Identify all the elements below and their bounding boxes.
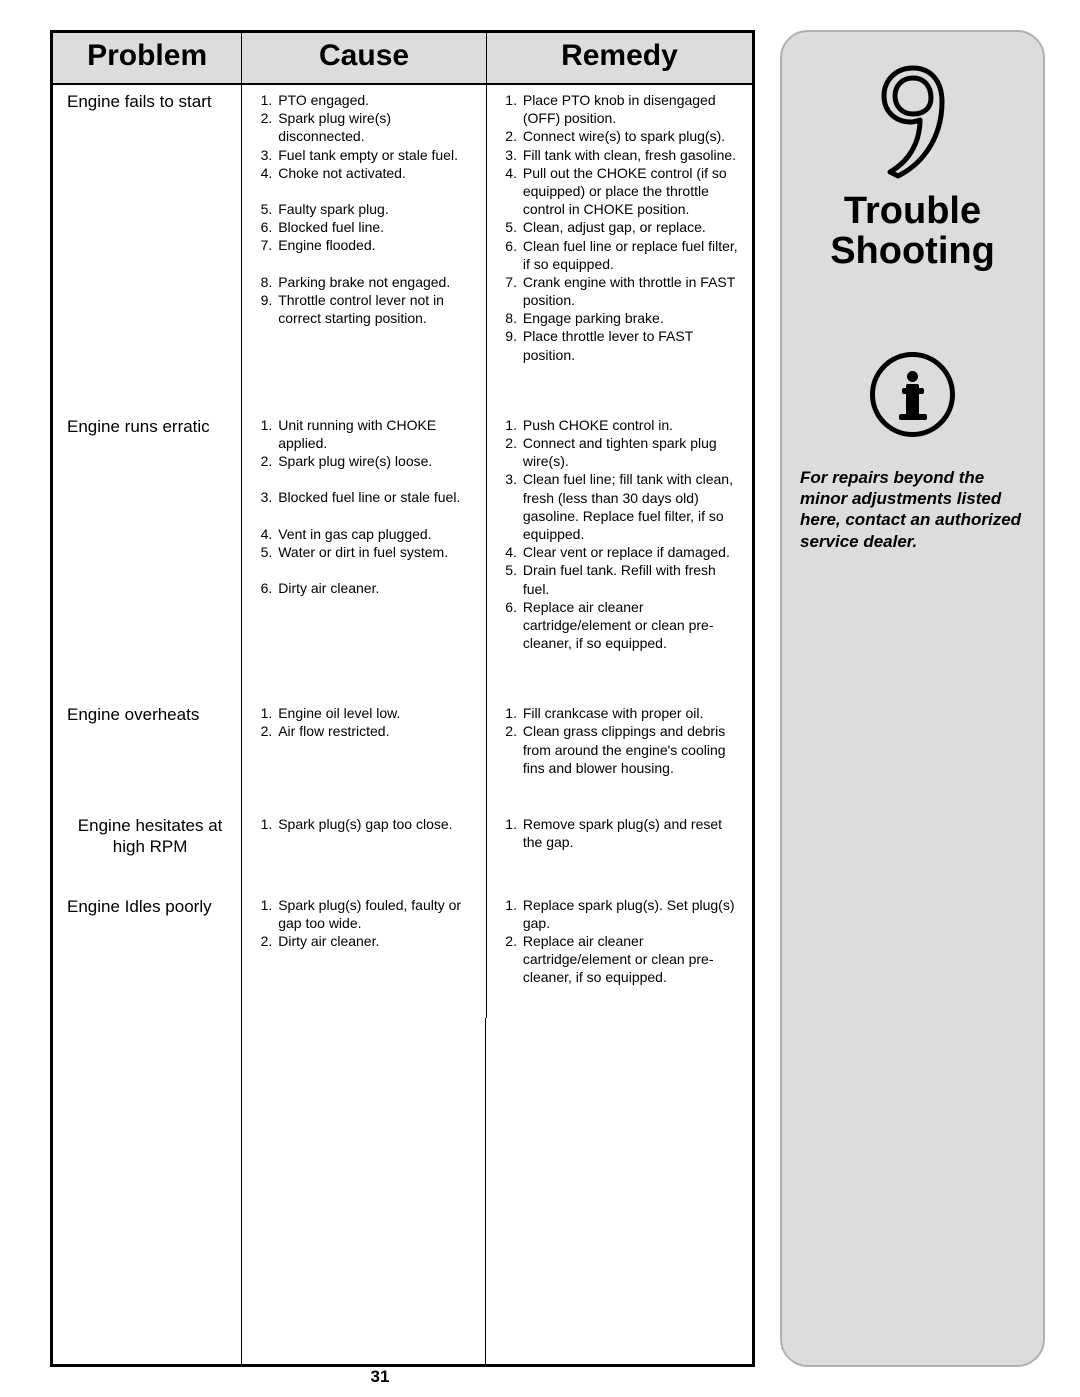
table-row: Engine Idles poorly Spark plug(s) fouled,… [53,890,752,991]
problem-cell: Engine overheats [53,698,242,781]
cause-item: Air flow restricted. [276,722,478,740]
cause-cell: Engine oil level low.Air flow restricted… [242,698,487,781]
cause-list: Unit running with CHOKE applied.Spark pl… [250,416,478,597]
cause-list: Spark plug(s) fouled, faulty or gap too … [250,896,478,951]
header-problem: Problem [53,33,242,84]
chapter-sidebar: Trouble Shooting For repairs beyond the … [780,30,1045,1367]
table-row: Engine hesitates athigh RPM Spark plug(s)… [53,809,752,862]
cause-cell: Spark plug(s) gap too close. [242,809,487,862]
cause-item: Faulty spark plug. [276,200,478,218]
chapter-title-line2: Shooting [830,232,995,272]
remedy-item: Replace spark plug(s). Set plug(s) gap. [521,896,744,932]
cause-item: Spark plug(s) gap too close. [276,815,478,833]
remedy-item: Fill tank with clean, fresh gasoline. [521,146,744,164]
problem-text: Engine hesitates athigh RPM [78,816,223,856]
chapter-number-icon [868,62,958,182]
service-dealer-note: For repairs beyond the minor adjustments… [800,467,1025,552]
remedy-item: Connect and tighten spark plug wire(s). [521,434,744,470]
remedy-item: Place PTO knob in disengaged (OFF) posit… [521,91,744,127]
remedy-list: Replace spark plug(s). Set plug(s) gap.R… [495,896,744,987]
remedy-cell: Place PTO knob in disengaged (OFF) posit… [486,84,752,368]
cause-cell: PTO engaged.Spark plug wire(s) disconnec… [242,84,487,368]
remedy-cell: Remove spark plug(s) and reset the gap. [486,809,752,862]
remedy-cell: Push CHOKE control in.Connect and tighte… [486,410,752,656]
problem-cell: Engine fails to start [53,84,242,368]
remedy-cell: Fill crankcase with proper oil.Clean gra… [486,698,752,781]
chapter-title: Trouble Shooting [830,192,995,272]
problem-cell: Engine Idles poorly [53,890,242,991]
remedy-item: Fill crankcase with proper oil. [521,704,744,722]
cause-item: Dirty air cleaner. [276,579,478,597]
cause-item: Throttle control lever not in correct st… [276,291,478,327]
header-cause: Cause [242,33,487,84]
remedy-list: Place PTO knob in disengaged (OFF) posit… [495,91,744,364]
troubleshooting-table: Problem Cause Remedy Engine fails to sta… [53,33,752,1018]
page-number: 31 [0,1367,760,1387]
remedy-item: Replace air cleaner cartridge/element or… [521,932,744,987]
cause-item: PTO engaged. [276,91,478,109]
cause-item: Choke not activated. [276,164,478,182]
remedy-item: Push CHOKE control in. [521,416,744,434]
cause-cell: Unit running with CHOKE applied.Spark pl… [242,410,487,656]
cause-item: Unit running with CHOKE applied. [276,416,478,452]
remedy-list: Remove spark plug(s) and reset the gap. [495,815,744,851]
table-row: Engine fails to startPTO engaged.Spark p… [53,84,752,368]
cause-item: Water or dirt in fuel system. [276,543,478,561]
remedy-item: Clear vent or replace if damaged. [521,543,744,561]
remedy-item: Clean fuel line or replace fuel filter, … [521,237,744,273]
spacer-row [53,990,752,1018]
cause-list: Engine oil level low.Air flow restricted… [250,704,478,740]
header-remedy: Remedy [486,33,752,84]
cause-item: Dirty air cleaner. [276,932,478,950]
cause-item: Blocked fuel line. [276,218,478,236]
cause-item: Spark plug wire(s) loose. [276,452,478,470]
table-empty-space [53,1018,752,1364]
table-row: Engine runs erraticUnit running with CHO… [53,410,752,656]
spacer-row [53,781,752,809]
spacer-row [53,862,752,890]
cause-item: Spark plug(s) fouled, faulty or gap too … [276,896,478,932]
chapter-title-line1: Trouble [830,192,995,232]
troubleshooting-table-container: Problem Cause Remedy Engine fails to sta… [50,30,755,1367]
remedy-item: Place throttle lever to FAST position. [521,327,744,363]
cause-item: Spark plug wire(s) disconnected. [276,109,478,145]
cause-item: Vent in gas cap plugged. [276,525,478,543]
cause-list: Spark plug(s) gap too close. [250,815,478,833]
remedy-item: Clean grass clippings and debris from ar… [521,722,744,777]
cause-item: Blocked fuel line or stale fuel. [276,488,478,506]
remedy-cell: Replace spark plug(s). Set plug(s) gap.R… [486,890,752,991]
spacer-row [53,656,752,698]
remedy-item: Crank engine with throttle in FAST posit… [521,273,744,309]
cause-item: Fuel tank empty or stale fuel. [276,146,478,164]
remedy-item: Engage parking brake. [521,309,744,327]
remedy-item: Drain fuel tank. Refill with fresh fuel. [521,561,744,597]
remedy-list: Push CHOKE control in.Connect and tighte… [495,416,744,652]
remedy-item: Clean, adjust gap, or replace. [521,218,744,236]
cause-list: PTO engaged.Spark plug wire(s) disconnec… [250,91,478,327]
cause-item: Engine flooded. [276,236,478,254]
cause-item: Engine oil level low. [276,704,478,722]
remedy-item: Connect wire(s) to spark plug(s). [521,127,744,145]
remedy-list: Fill crankcase with proper oil.Clean gra… [495,704,744,777]
spacer-row [53,368,752,410]
problem-cell: Engine runs erratic [53,410,242,656]
remedy-item: Clean fuel line; fill tank with clean, f… [521,470,744,543]
remedy-item: Pull out the CHOKE control (if so equipp… [521,164,744,219]
remedy-item: Replace air cleaner cartridge/element or… [521,598,744,653]
table-row: Engine overheatsEngine oil level low.Air… [53,698,752,781]
cause-cell: Spark plug(s) fouled, faulty or gap too … [242,890,487,991]
info-icon [870,352,955,437]
problem-cell: Engine hesitates athigh RPM [53,809,242,862]
cause-item: Parking brake not engaged. [276,273,478,291]
remedy-item: Remove spark plug(s) and reset the gap. [521,815,744,851]
